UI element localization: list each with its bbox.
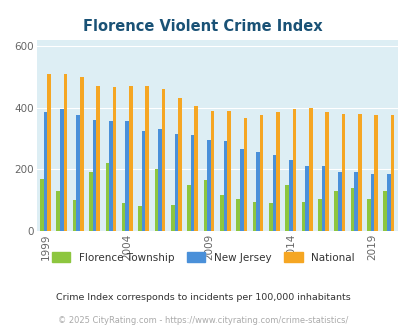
Bar: [239, 149, 243, 231]
Bar: [138, 206, 141, 231]
Bar: [350, 188, 354, 231]
Bar: [158, 129, 161, 231]
Bar: [301, 202, 305, 231]
Bar: [56, 191, 60, 231]
Bar: [341, 114, 344, 231]
Bar: [171, 205, 174, 231]
Bar: [305, 166, 308, 231]
Bar: [89, 172, 93, 231]
Bar: [76, 115, 80, 231]
Text: Crime Index corresponds to incidents per 100,000 inhabitants: Crime Index corresponds to incidents per…: [55, 292, 350, 302]
Bar: [308, 108, 312, 231]
Bar: [317, 199, 321, 231]
Bar: [93, 120, 96, 231]
Bar: [105, 163, 109, 231]
Bar: [292, 109, 296, 231]
Bar: [190, 135, 194, 231]
Bar: [256, 152, 259, 231]
Bar: [72, 200, 76, 231]
Bar: [141, 131, 145, 231]
Bar: [285, 185, 288, 231]
Bar: [154, 169, 158, 231]
Bar: [40, 179, 44, 231]
Bar: [373, 115, 377, 231]
Bar: [210, 111, 214, 231]
Bar: [207, 140, 210, 231]
Bar: [272, 155, 275, 231]
Bar: [187, 185, 190, 231]
Bar: [259, 115, 263, 231]
Bar: [80, 77, 83, 231]
Bar: [178, 98, 181, 231]
Bar: [275, 112, 279, 231]
Bar: [383, 191, 386, 231]
Bar: [129, 86, 132, 231]
Bar: [252, 202, 256, 231]
Text: Florence Violent Crime Index: Florence Violent Crime Index: [83, 19, 322, 34]
Bar: [109, 121, 113, 231]
Bar: [203, 180, 207, 231]
Bar: [357, 114, 361, 231]
Bar: [220, 195, 223, 231]
Bar: [243, 118, 247, 231]
Bar: [324, 112, 328, 231]
Bar: [145, 86, 149, 231]
Text: © 2025 CityRating.com - https://www.cityrating.com/crime-statistics/: © 2025 CityRating.com - https://www.city…: [58, 315, 347, 325]
Bar: [334, 191, 337, 231]
Bar: [47, 74, 51, 231]
Bar: [354, 172, 357, 231]
Bar: [390, 115, 393, 231]
Bar: [370, 174, 373, 231]
Bar: [122, 203, 125, 231]
Bar: [60, 109, 64, 231]
Bar: [269, 203, 272, 231]
Bar: [288, 160, 292, 231]
Bar: [366, 199, 370, 231]
Legend: Florence Township, New Jersey, National: Florence Township, New Jersey, National: [51, 252, 354, 262]
Bar: [125, 121, 129, 231]
Bar: [113, 87, 116, 231]
Bar: [386, 174, 390, 231]
Bar: [161, 89, 165, 231]
Bar: [44, 112, 47, 231]
Bar: [236, 199, 239, 231]
Bar: [321, 166, 324, 231]
Bar: [227, 111, 230, 231]
Bar: [96, 86, 100, 231]
Bar: [194, 106, 198, 231]
Bar: [174, 134, 178, 231]
Bar: [64, 74, 67, 231]
Bar: [223, 142, 227, 231]
Bar: [337, 172, 341, 231]
